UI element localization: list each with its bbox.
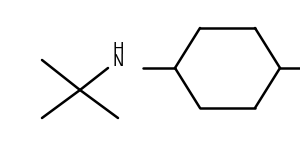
Text: H: H — [112, 43, 124, 57]
Text: N: N — [112, 55, 124, 69]
